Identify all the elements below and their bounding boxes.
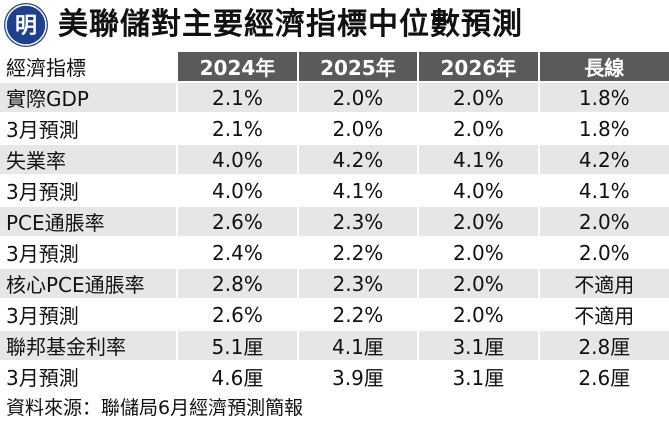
table-cell: 3.1厘 — [419, 331, 538, 360]
table-row: 聯邦基金利率 5.1厘 4.1厘 3.1厘 2.8厘 — [0, 331, 669, 362]
row-label-unemployment-march: 3月預測 — [6, 180, 79, 204]
table-cell: 2.0% — [452, 116, 504, 141]
table-cell: 2.0% — [332, 116, 384, 141]
table-cell: 2.0% — [539, 207, 669, 236]
ming-logo-icon: 明 — [5, 4, 47, 46]
table-cell: 2.2% — [332, 240, 384, 265]
table-cell: 2.0% — [298, 83, 418, 112]
table-row: 3月預測 2.1% 2.0% 2.0% 1.8% — [0, 114, 669, 145]
table-cell: 2.0% — [419, 269, 538, 298]
table-row: 3月預測 2.4% 2.2% 2.0% 2.0% — [0, 238, 669, 269]
table-row: 3月預測 4.6厘 3.9厘 3.1厘 2.6厘 — [0, 362, 669, 393]
column-header-longer-run: 長線 — [539, 52, 669, 81]
row-label-gdp-march: 3月預測 — [6, 118, 79, 142]
table-cell: 2.0% — [452, 240, 504, 265]
table-cell: 2.4% — [212, 240, 263, 265]
table-cell: 2.8% — [178, 269, 297, 298]
table-cell: 2.8厘 — [539, 331, 669, 360]
table-cell: 2.3% — [298, 207, 418, 236]
table-cell: 2.0% — [419, 83, 538, 112]
table-cell: 1.8% — [539, 83, 669, 112]
table-cell: 2.0% — [452, 302, 504, 327]
table-row: PCE通脹率 2.6% 2.3% 2.0% 2.0% — [0, 207, 669, 238]
table-cell: 4.0% — [212, 178, 263, 203]
header: 明 美聯儲對主要經濟指標中位數預測 — [0, 0, 669, 50]
ming-pao-logo: 明 — [4, 3, 48, 47]
table-cell: 3.1厘 — [452, 366, 505, 390]
table-row: 3月預測 2.6% 2.2% 2.0% 不適用 — [0, 300, 669, 331]
row-label-fed-funds-march: 3月預測 — [6, 366, 79, 390]
table-cell: 5.1厘 — [178, 331, 297, 360]
table-row: 3月預測 4.0% 4.1% 4.0% 4.1% — [0, 176, 669, 207]
table-row: 實際GDP 2.1% 2.0% 2.0% 1.8% — [0, 83, 669, 114]
table-cell: 4.0% — [452, 178, 504, 203]
table-cell: 4.0% — [178, 145, 297, 174]
table-cell: 4.2% — [298, 145, 418, 174]
table-cell: 2.6% — [212, 302, 263, 327]
table-cell: 2.6% — [178, 207, 297, 236]
table-cell: 4.6厘 — [211, 366, 264, 390]
table-cell: 不適用 — [539, 269, 669, 298]
table-cell: 3.9厘 — [331, 366, 384, 390]
logo-char: 明 — [15, 13, 37, 39]
table-row: 核心PCE通脹率 2.8% 2.3% 2.0% 不適用 — [0, 269, 669, 300]
table-cell: 2.6厘 — [578, 366, 631, 390]
row-label-core-pce: 核心PCE通脹率 — [0, 269, 177, 298]
source-note: 資料來源：聯儲局6月經濟預測簡報 — [6, 397, 304, 419]
table-body: 實際GDP 2.1% 2.0% 2.0% 1.8% 3月預測 2.1% 2.0% 2.0% 1.8… — [0, 83, 669, 393]
row-label-unemployment: 失業率 — [0, 145, 177, 174]
column-header-2026: 2026年 — [419, 52, 538, 81]
table-cell: 2.3% — [298, 269, 418, 298]
table-cell: 4.1% — [332, 178, 384, 203]
table-cell: 2.1% — [212, 116, 263, 141]
table-cell: 2.0% — [419, 207, 538, 236]
table-cell: 2.1% — [178, 83, 297, 112]
row-label-core-pce-march: 3月預測 — [6, 304, 79, 328]
page-title: 美聯儲對主要經濟指標中位數預測 — [58, 7, 523, 42]
table-cell: 4.2% — [539, 145, 669, 174]
row-label-fed-funds: 聯邦基金利率 — [0, 331, 177, 360]
forecast-table: 經濟指標 2024年 2025年 2026年 長線 實際GDP 2.1% 2.0% 2… — [0, 52, 669, 393]
table-cell: 4.1厘 — [298, 331, 418, 360]
table-cell: 2.2% — [332, 302, 384, 327]
row-label-pce-march: 3月預測 — [6, 242, 79, 266]
table-cell: 1.8% — [578, 116, 630, 141]
table-header-row: 經濟指標 2024年 2025年 2026年 長線 — [0, 52, 669, 83]
column-header-2024: 2024年 — [178, 52, 297, 81]
row-label-pce: PCE通脹率 — [0, 207, 177, 236]
column-header-2025: 2025年 — [298, 52, 418, 81]
table-cell: 2.0% — [578, 240, 630, 265]
table-cell: 4.1% — [578, 178, 630, 203]
row-label-gdp: 實際GDP — [0, 83, 177, 112]
table-row: 失業率 4.0% 4.2% 4.1% 4.2% — [0, 145, 669, 176]
corner-label: 經濟指標 — [0, 52, 177, 81]
table-cell: 4.1% — [419, 145, 538, 174]
table-cell: 不適用 — [574, 304, 635, 328]
